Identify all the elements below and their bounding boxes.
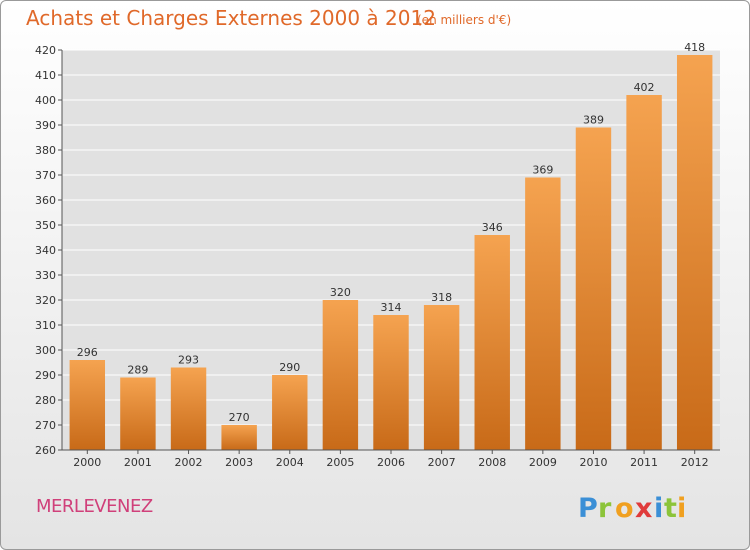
y-tick-label: 310: [35, 319, 56, 332]
svg-text:P: P: [578, 493, 598, 524]
bar-2000: [69, 360, 106, 450]
x-tick-label: 2011: [630, 456, 658, 469]
data-label: 369: [532, 164, 553, 177]
y-tick-label: 400: [35, 94, 56, 107]
x-tick-label: 2008: [478, 456, 506, 469]
data-label: 314: [381, 301, 402, 314]
svg-text:i: i: [654, 493, 663, 524]
y-tick-label: 290: [35, 369, 56, 382]
data-label: 346: [482, 221, 503, 234]
commune-name: MERLEVENEZ: [36, 496, 153, 517]
svg-text:t: t: [664, 493, 677, 524]
x-tick-label: 2003: [225, 456, 253, 469]
bar-2001: [120, 377, 156, 450]
bar-2007: [423, 305, 460, 450]
y-tick-label: 320: [35, 294, 56, 307]
data-label: 270: [229, 411, 250, 424]
x-tick-label: 2010: [579, 456, 607, 469]
svg-text:i: i: [677, 493, 686, 524]
x-tick-label: 2006: [377, 456, 405, 469]
y-tick-label: 260: [35, 444, 56, 457]
bar-2005: [322, 300, 359, 450]
svg-text:r: r: [598, 493, 612, 524]
y-tick-label: 380: [35, 144, 56, 157]
x-tick-label: 2005: [326, 456, 354, 469]
bar-2010: [575, 127, 612, 450]
data-label: 402: [634, 81, 655, 94]
axes: 260 270 280 290 300 310 320 330 340 350 360 370 380 3…: [35, 44, 720, 469]
x-tick-label: 2009: [529, 456, 557, 469]
x-tick-label: 2012: [681, 456, 709, 469]
data-label: 289: [127, 364, 148, 377]
svg-text:x: x: [635, 493, 652, 524]
x-tick-label: 2002: [175, 456, 203, 469]
bar-2008: [474, 235, 510, 450]
data-label: 290: [279, 361, 300, 374]
bar-2003: [221, 425, 257, 450]
bar-2011: [626, 95, 662, 450]
data-label: 293: [178, 354, 199, 367]
data-label: 389: [583, 114, 604, 127]
y-tick-label: 340: [35, 244, 56, 257]
y-tick-label: 280: [35, 394, 56, 407]
y-tick-label: 270: [35, 419, 56, 432]
bar-2009: [525, 177, 561, 450]
data-label: 320: [330, 286, 351, 299]
y-tick-label: 410: [35, 69, 56, 82]
data-label: 296: [77, 346, 98, 359]
y-tick-label: 350: [35, 219, 56, 232]
proxiti-logo: P r o x i t i: [578, 493, 686, 524]
chart-subtitle: (en milliers d'€): [417, 13, 512, 27]
data-label: 418: [684, 41, 705, 54]
bar-2006: [373, 315, 409, 450]
y-tick-label: 420: [35, 44, 56, 57]
chart-title: Achats et Charges Externes 2000 à 2012: [26, 6, 436, 30]
x-tick-label: 2000: [73, 456, 101, 469]
bar-chart: 296289293270290320314318346369389402418 …: [35, 41, 720, 469]
data-label: 318: [431, 291, 452, 304]
svg-text:o: o: [615, 493, 634, 524]
y-tick-label: 300: [35, 344, 56, 357]
y-tick-label: 360: [35, 194, 56, 207]
x-tick-label: 2004: [276, 456, 304, 469]
bar-2004: [272, 375, 308, 450]
y-tick-label: 370: [35, 169, 56, 182]
bar-2002: [170, 367, 207, 450]
y-tick-label: 390: [35, 119, 56, 132]
y-tick-label: 330: [35, 269, 56, 282]
x-tick-label: 2007: [428, 456, 456, 469]
bar-2012: [676, 55, 713, 450]
x-tick-label: 2001: [124, 456, 152, 469]
bars: 296 289 293 270 290 320 314 318 346 369 389 402 418: [69, 41, 713, 450]
